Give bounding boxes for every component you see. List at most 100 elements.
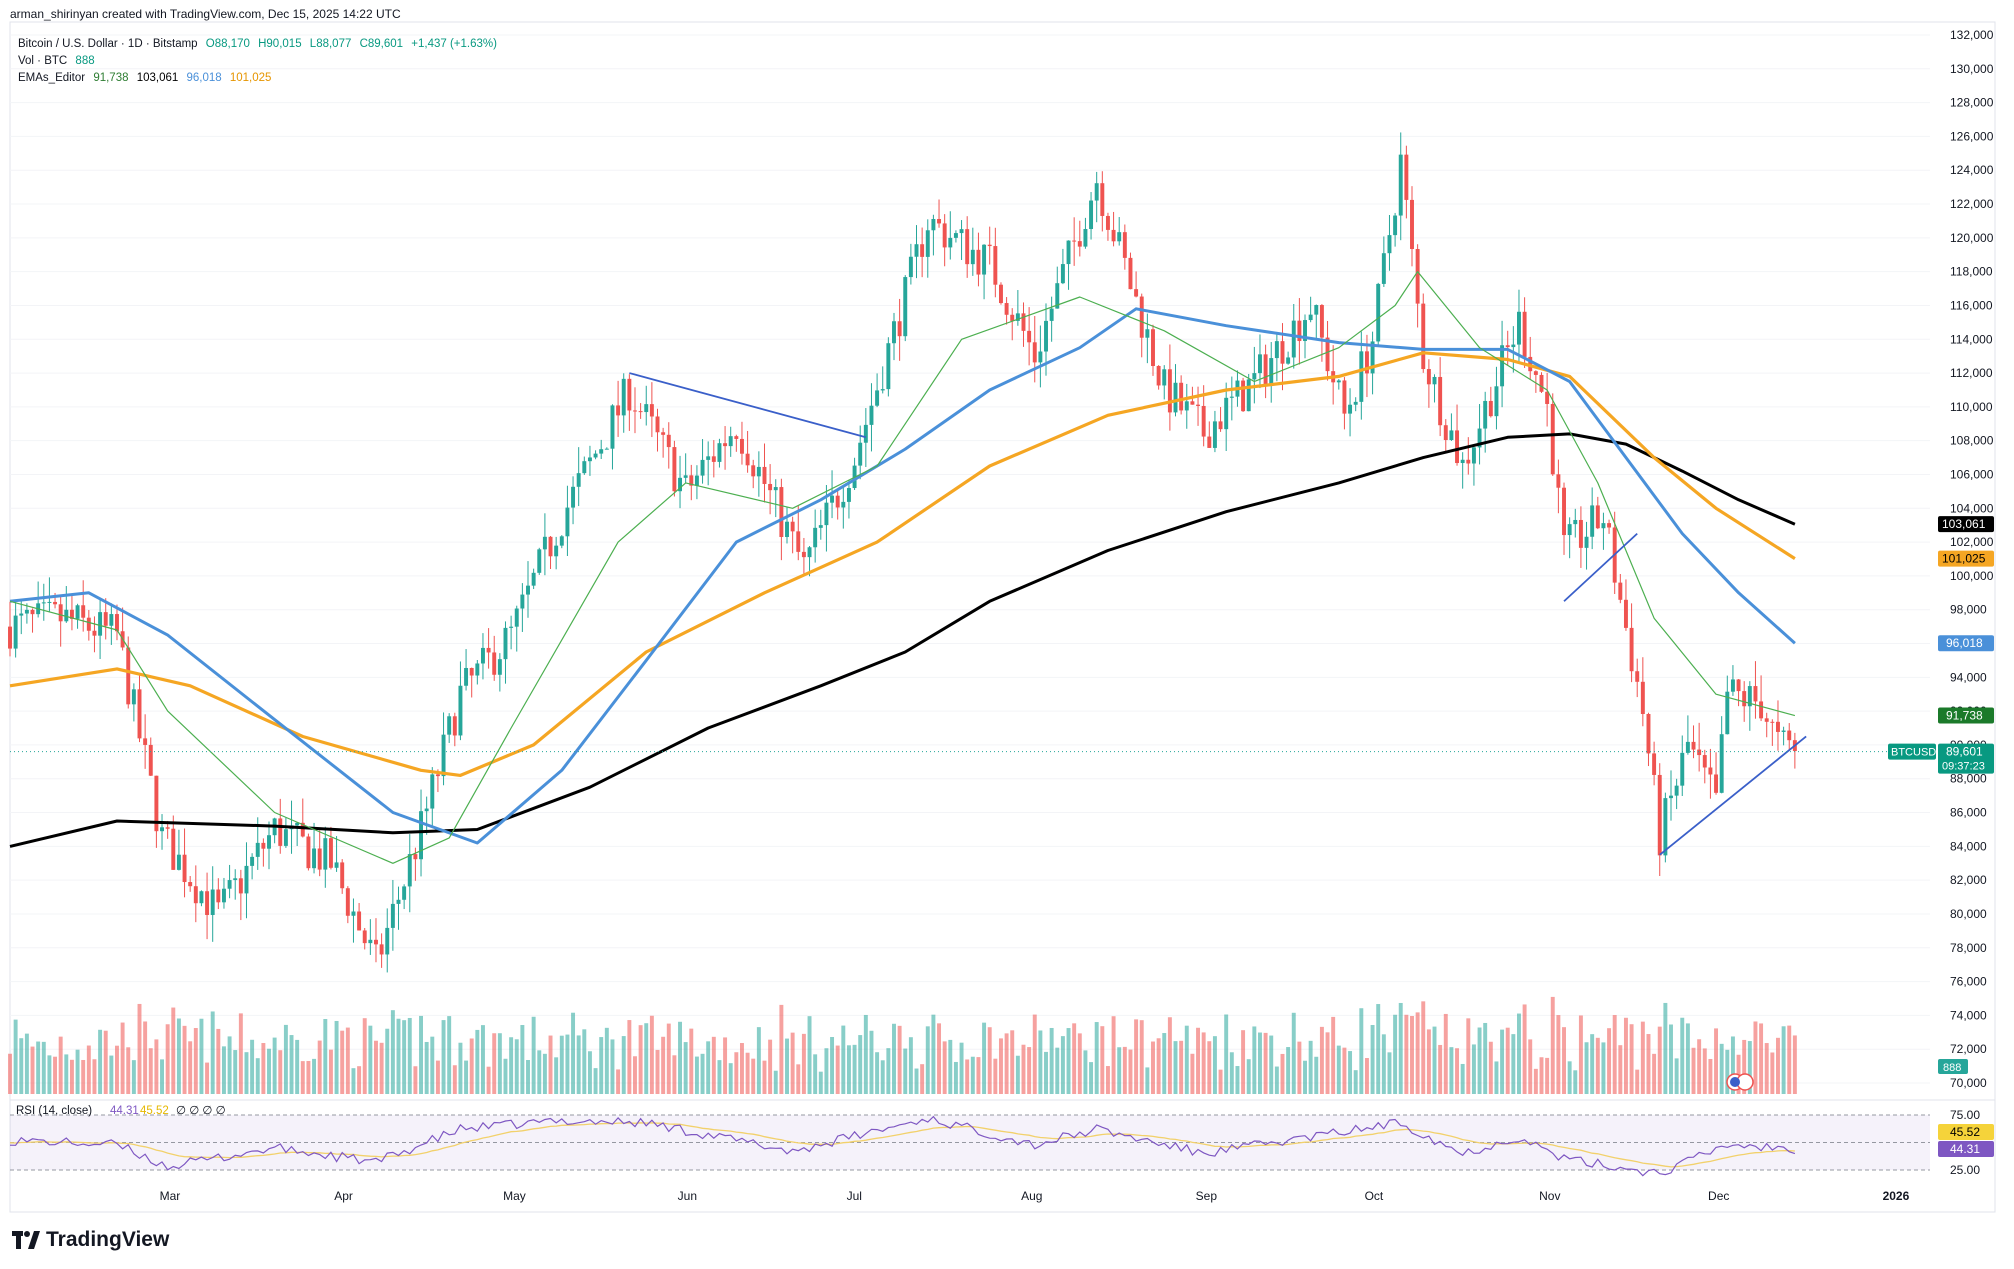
volume-bar xyxy=(109,1055,114,1094)
volume-bar xyxy=(351,1068,356,1094)
price-badge-text: 89,601 xyxy=(1946,745,1983,759)
candle xyxy=(227,864,232,899)
candle xyxy=(1331,345,1336,405)
volume-bar xyxy=(1325,1032,1330,1094)
candle xyxy=(340,859,345,894)
symbol-line[interactable]: Bitcoin / U.S. Dollar · 1D · Bitstamp O8… xyxy=(18,36,502,53)
volume-bar xyxy=(250,1039,255,1094)
volume-bar xyxy=(340,1030,345,1094)
ema-line[interactable]: EMAs_Editor 91,738 103,061 96,018 101,02… xyxy=(18,70,502,87)
candle-body xyxy=(706,456,711,460)
candle xyxy=(998,282,1003,305)
candle xyxy=(846,479,851,519)
candle xyxy=(1584,521,1589,570)
volume-bar xyxy=(1455,1048,1460,1094)
volume-badge-bg xyxy=(1938,1059,1968,1074)
candle-body xyxy=(430,774,435,809)
volume-bar xyxy=(818,1071,823,1094)
candle-body xyxy=(1449,430,1454,441)
candle-body xyxy=(69,609,74,619)
candle xyxy=(131,683,136,722)
candle-body xyxy=(1212,421,1217,448)
candle xyxy=(1173,364,1178,417)
volume-bar xyxy=(1776,1037,1780,1094)
flag-icon-inner xyxy=(1730,1077,1740,1087)
candle xyxy=(965,216,970,278)
volume-bar xyxy=(694,1056,699,1094)
candle xyxy=(1426,359,1431,408)
candle xyxy=(267,821,271,870)
volume-bar xyxy=(965,1059,970,1094)
candle-body xyxy=(86,617,91,631)
candle xyxy=(1517,289,1521,364)
candle-body xyxy=(1573,519,1578,525)
candle-body xyxy=(1601,523,1606,529)
candle xyxy=(1410,186,1414,267)
volume-bar xyxy=(1004,1033,1009,1094)
candle-body xyxy=(734,436,739,439)
candle xyxy=(576,447,581,507)
volume-bar xyxy=(886,1048,891,1094)
candle xyxy=(295,822,300,847)
candle xyxy=(1764,712,1769,738)
candle xyxy=(1736,678,1741,707)
volume-bar xyxy=(469,1038,474,1094)
candle-body xyxy=(1646,713,1651,754)
volume-bar xyxy=(824,1048,829,1094)
candle xyxy=(1066,240,1071,290)
candle xyxy=(176,829,181,871)
volume-bar xyxy=(98,1029,103,1094)
candle xyxy=(1595,496,1600,530)
candle-body xyxy=(75,605,80,619)
candle-body xyxy=(801,551,806,558)
candle-body xyxy=(604,448,609,450)
candle-body xyxy=(993,246,998,285)
candle-body xyxy=(1635,671,1640,682)
candle xyxy=(948,211,953,260)
ema200-badge: 103,061 xyxy=(1938,516,1994,533)
candle-body xyxy=(1387,235,1392,254)
candle-body xyxy=(998,284,1003,304)
candle-body xyxy=(976,249,981,275)
candle xyxy=(616,380,621,437)
candle-body xyxy=(1077,241,1082,247)
candle xyxy=(345,886,350,924)
candle-body xyxy=(1049,308,1054,321)
ema50-badge-bg xyxy=(1938,635,1994,652)
candle-body xyxy=(419,811,423,860)
candle xyxy=(908,243,913,285)
candle xyxy=(649,382,654,438)
volume-bar xyxy=(1460,1063,1465,1094)
price-tick-label: 114,000 xyxy=(1950,332,1993,346)
volume-bar xyxy=(587,1051,592,1094)
candle-body xyxy=(925,230,930,257)
volume-bar xyxy=(1511,1034,1516,1094)
candle xyxy=(587,445,592,476)
candle xyxy=(672,440,677,497)
volume-line[interactable]: Vol · BTC 888 xyxy=(18,53,502,70)
candle xyxy=(374,918,378,963)
candle xyxy=(1652,741,1657,786)
candle-body xyxy=(379,944,384,955)
volume-bar xyxy=(160,1059,164,1094)
volume-bar xyxy=(216,1028,221,1094)
volume-bar xyxy=(188,1041,193,1094)
candle xyxy=(143,714,148,769)
candle-body xyxy=(103,612,108,626)
volume-bar xyxy=(1303,1060,1307,1094)
candle xyxy=(47,577,52,613)
tradingview-logo[interactable]: TradingView xyxy=(12,1228,169,1252)
candle xyxy=(880,366,885,394)
volume-bar xyxy=(1753,1021,1758,1094)
candle xyxy=(1134,271,1139,298)
candle xyxy=(312,822,317,874)
candle xyxy=(1089,192,1094,240)
candle xyxy=(858,425,863,480)
candle-body xyxy=(345,888,350,916)
volume-bar xyxy=(1719,1043,1724,1094)
rsi-ma-badge-text: 45.52 xyxy=(1950,1125,1980,1139)
candle xyxy=(317,830,322,877)
candle xyxy=(497,653,502,692)
volume-bar xyxy=(435,1060,440,1094)
